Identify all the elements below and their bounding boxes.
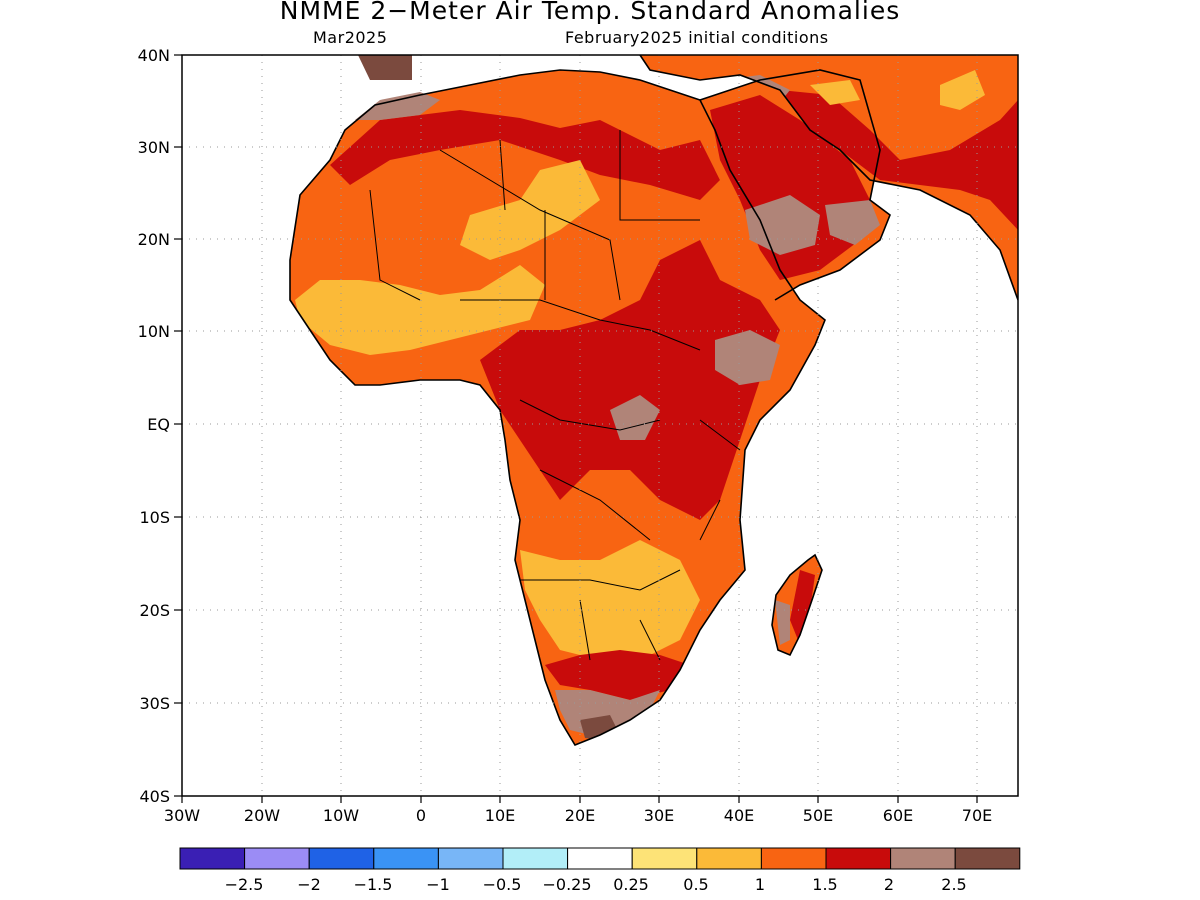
lat-label: 10S xyxy=(139,508,170,527)
legend-swatch xyxy=(825,847,892,870)
legend-swatch xyxy=(760,847,827,870)
legend-swatch xyxy=(890,847,956,870)
legend-label: −0.25 xyxy=(542,875,591,894)
coastlines xyxy=(289,55,1018,746)
lat-label: 40N xyxy=(138,46,170,65)
legend-label: −1 xyxy=(426,875,450,894)
initial-conditions-label: February2025 initial conditions xyxy=(565,28,829,47)
legend-swatch xyxy=(373,847,439,870)
legend-swatch xyxy=(437,847,504,870)
longitude-labels: 30W 20W 10W 0 10E 20E 30E 40E 50E 60E 70… xyxy=(164,806,992,825)
legend-swatch xyxy=(696,847,762,870)
lat-label: 40S xyxy=(139,787,170,806)
legend-swatch xyxy=(308,847,375,870)
legend-label: −2.5 xyxy=(225,875,264,894)
lat-label: 30S xyxy=(139,694,170,713)
legend-swatch xyxy=(954,847,1021,870)
legend-swatch xyxy=(567,847,633,870)
map-title: NMME 2−Meter Air Temp. Standard Anomalie… xyxy=(279,0,901,25)
legend-label: −0.5 xyxy=(483,875,522,894)
country-borders xyxy=(369,130,741,661)
legend-label: 1.5 xyxy=(812,875,837,894)
lat-label: 10N xyxy=(138,322,170,341)
lon-label: 70E xyxy=(962,806,992,825)
legend-label: −1.5 xyxy=(354,875,393,894)
lon-label: 50E xyxy=(803,806,833,825)
legend-swatch xyxy=(179,847,246,870)
legend-swatch xyxy=(631,847,698,870)
lat-label: 30N xyxy=(138,138,170,157)
lat-label: 20N xyxy=(138,230,170,249)
legend-label: 1 xyxy=(755,875,765,894)
latitude-labels: 40N 30N 20N 10N EQ 10S 20S 30S 40S xyxy=(138,46,170,806)
legend-swatch xyxy=(244,847,310,870)
lon-label: 40E xyxy=(724,806,754,825)
legend-label: 2 xyxy=(884,875,894,894)
lon-label: 60E xyxy=(883,806,913,825)
lon-label: 30W xyxy=(164,806,200,825)
lat-label: 20S xyxy=(139,601,170,620)
legend-label: 0.25 xyxy=(613,875,649,894)
lat-label: EQ xyxy=(147,415,170,434)
lon-label: 10E xyxy=(485,806,515,825)
map-frame xyxy=(181,54,1019,797)
nw-anomaly-patch xyxy=(358,55,412,80)
color-scale-labels: −2.5 −2 −1.5 −1 −0.5 −0.25 0.25 0.5 1 1.… xyxy=(225,875,967,894)
nw-anomaly-patch-2 xyxy=(355,92,440,120)
axis-ticks xyxy=(174,54,978,803)
legend-label: 2.5 xyxy=(941,875,966,894)
lon-label: 20W xyxy=(244,806,280,825)
forecast-month: Mar2025 xyxy=(313,28,388,47)
legend-label: 0.5 xyxy=(683,875,708,894)
lon-label: 10W xyxy=(323,806,359,825)
lon-label: 30E xyxy=(644,806,674,825)
legend-swatch xyxy=(502,847,569,870)
color-scale-legend xyxy=(179,847,1021,870)
lon-label: 0 xyxy=(416,806,426,825)
lon-label: 20E xyxy=(565,806,595,825)
legend-label: −2 xyxy=(297,875,321,894)
